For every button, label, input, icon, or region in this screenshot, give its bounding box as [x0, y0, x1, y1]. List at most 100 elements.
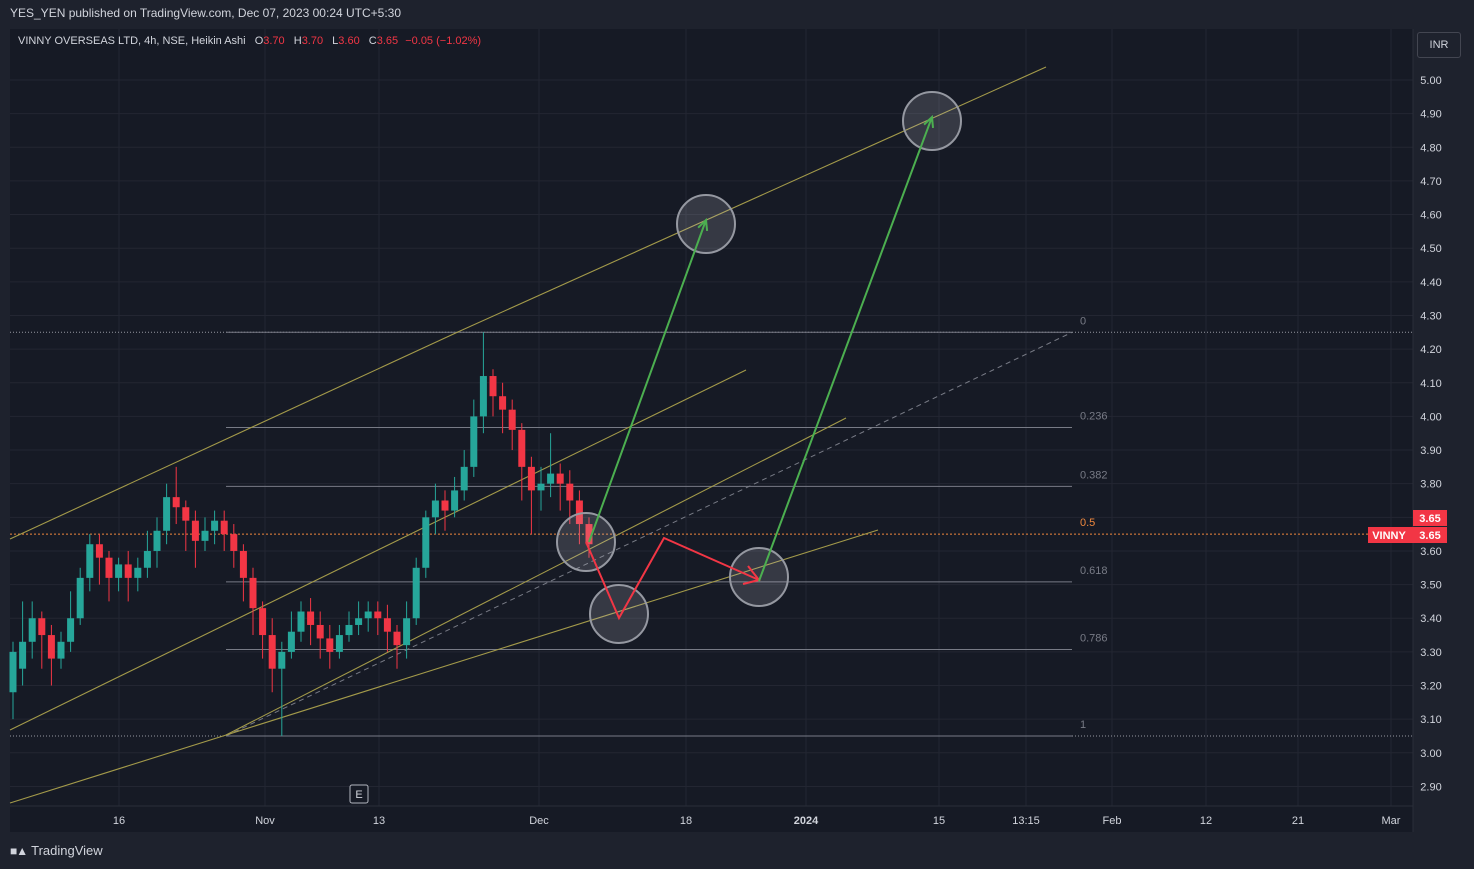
tradingview-logo-icon: ■▲ — [10, 843, 28, 858]
price-tick: 4.60 — [1420, 210, 1441, 222]
candle-body — [172, 497, 180, 508]
price-tick: 4.10 — [1420, 378, 1441, 390]
time-tick: 16 — [113, 815, 125, 827]
candle-body — [182, 507, 190, 521]
green-arrow-1-head — [697, 217, 709, 232]
currency-button[interactable]: INR — [1417, 32, 1461, 58]
last-price-value: 3.65 — [1419, 530, 1440, 542]
high-label: H — [293, 35, 302, 47]
candle-body — [201, 530, 209, 541]
candle-body — [153, 530, 161, 551]
candle-body — [278, 651, 286, 669]
candle-body — [460, 466, 468, 491]
candle-body — [499, 396, 507, 410]
candle-body — [575, 500, 583, 525]
candle-body — [9, 651, 17, 693]
fib-level-label: 0.786 — [1080, 633, 1108, 645]
target-circle — [589, 584, 649, 644]
time-tick: 13:15 — [1012, 815, 1040, 827]
candle-body — [470, 416, 478, 467]
price-tick: 3.60 — [1420, 546, 1441, 558]
candle-body — [124, 564, 132, 578]
price-tick: 4.80 — [1420, 142, 1441, 154]
close-value: 3.65 — [376, 35, 399, 47]
fib-level-label: 0.618 — [1080, 565, 1108, 577]
candle-body — [191, 520, 199, 541]
candle-body — [259, 608, 267, 636]
annotations: E — [349, 91, 962, 804]
tradingview-footer[interactable]: ■▲ TradingView — [10, 843, 103, 858]
time-tick: 2024 — [794, 815, 819, 827]
candle-body — [316, 624, 324, 639]
candle-body — [489, 376, 497, 397]
earnings-event-marker — [349, 784, 369, 804]
candle-body — [287, 631, 295, 652]
candle-body — [307, 611, 315, 625]
candle-body — [76, 577, 84, 619]
candle-body — [297, 611, 305, 632]
fib-level-label: 0.5 — [1080, 517, 1095, 529]
time-tick: Nov — [255, 815, 275, 827]
candle-body — [326, 638, 334, 652]
price-tick: 3.30 — [1420, 647, 1441, 659]
price-tick: 4.40 — [1420, 277, 1441, 289]
channel-lines — [9, 66, 1047, 804]
candle-body — [403, 618, 411, 646]
time-tick: Dec — [529, 815, 549, 827]
candle-body — [508, 409, 516, 430]
price-tick: 4.90 — [1420, 109, 1441, 121]
candle-body — [105, 557, 113, 578]
candle-body — [479, 376, 487, 417]
candle-body — [537, 483, 545, 491]
price-tick: 3.50 — [1420, 580, 1441, 592]
candle-body — [585, 524, 593, 545]
candle-body — [566, 483, 574, 501]
symbol-legend: VINNY OVERSEAS LTD, 4h, NSE, Heikin Ashi… — [18, 35, 481, 47]
time-tick: 15 — [933, 815, 945, 827]
projection-path — [585, 536, 760, 621]
price-tick: 4.70 — [1420, 176, 1441, 188]
candle-body — [441, 500, 449, 511]
channel-line — [9, 529, 879, 804]
channel-line — [9, 369, 747, 731]
candle-body — [249, 577, 257, 609]
axes: 5.00 4.90 4.80 4.70 4.60 4.50 4.40 4.30 4.20 4.10… — [10, 29, 1447, 832]
candle-body — [47, 635, 55, 659]
candle-body — [95, 544, 103, 558]
candle-body — [383, 618, 391, 632]
candle-body — [19, 641, 27, 669]
candle-body — [230, 534, 238, 551]
candle-body — [556, 473, 564, 484]
price-badge-upper-text: 3.65 — [1419, 513, 1440, 525]
price-tick: 4.00 — [1420, 411, 1441, 423]
green-arrow-1 — [588, 219, 707, 543]
chart-grid — [10, 29, 1413, 806]
price-tick: 4.30 — [1420, 310, 1441, 322]
candle-body — [431, 500, 439, 518]
candle-body — [268, 635, 276, 669]
candle-body — [374, 611, 382, 619]
low-label: L — [332, 35, 339, 47]
candle-body — [393, 631, 401, 646]
candle-body — [163, 497, 171, 531]
close-label: C — [368, 35, 377, 47]
time-tick: 21 — [1292, 815, 1304, 827]
candle-body — [412, 567, 420, 619]
candle-body — [211, 520, 219, 531]
channel-line — [9, 330, 461, 540]
time-tick: Mar — [1382, 815, 1401, 827]
candle-body — [518, 429, 526, 467]
price-tick: 2.90 — [1420, 781, 1441, 793]
candle-body — [335, 635, 343, 652]
fib-level-label: 0.236 — [1080, 411, 1108, 423]
fib-level-label: 0.382 — [1080, 469, 1108, 481]
price-badge-upper — [1413, 510, 1447, 526]
time-tick: 12 — [1200, 815, 1212, 827]
symbol-badge-label: VINNY — [1372, 530, 1406, 542]
price-badge-last — [1368, 527, 1447, 543]
price-tick: 4.20 — [1420, 344, 1441, 356]
price-tick: 3.20 — [1420, 681, 1441, 693]
fib-level-label: 0 — [1080, 315, 1086, 327]
candle-body — [115, 564, 123, 578]
